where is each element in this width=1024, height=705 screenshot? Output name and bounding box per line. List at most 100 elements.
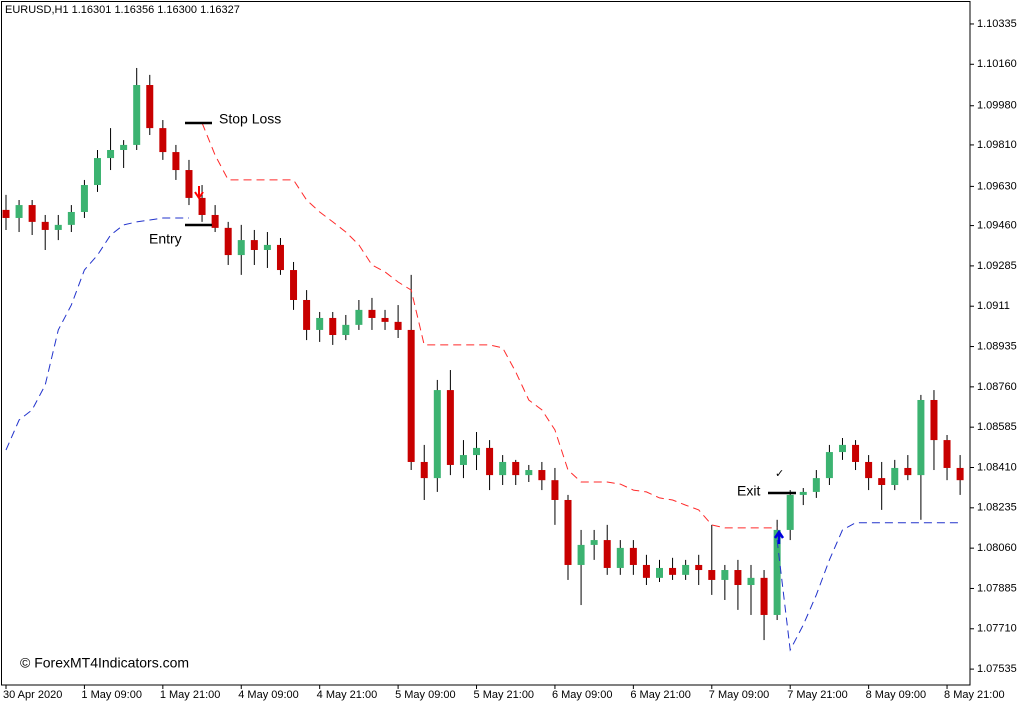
y-tick-label: 1.08060 [977,542,1017,554]
y-tick-label: 1.07885 [977,582,1017,594]
candle-body [930,399,938,441]
candle-body [459,455,467,465]
candle-body [263,244,271,250]
candle-body [342,324,350,336]
x-tick-label: 6 May 21:00 [630,689,691,701]
candle-body [564,499,572,565]
candle-body [276,244,284,271]
plot-frame [1,1,971,686]
y-tick-label: 1.08410 [977,461,1017,473]
candle-body [642,564,650,578]
candle-body [211,214,219,228]
candle-body [146,85,154,129]
candle-body [525,470,533,476]
x-tick-label: 6 May 09:00 [552,689,613,701]
candle-body [172,152,180,171]
annotation: ✓ [775,468,784,480]
candle-body [721,570,729,580]
y-tick-label: 1.08935 [977,340,1017,352]
y-tick-label: 1.10160 [977,58,1017,70]
x-tick-label: 1 May 21:00 [160,689,221,701]
candle-body [159,128,167,153]
candle-body [878,478,886,486]
candle-body [316,317,324,330]
candle-body [355,309,363,325]
candle-body [773,529,781,615]
candle-body [250,240,258,250]
candle-body [54,224,62,230]
candle-body [917,399,925,476]
candle-body [669,567,677,575]
candle-body [486,447,494,476]
stop-line [5,217,961,652]
x-tick-label: 1 May 09:00 [81,689,142,701]
candle-body [107,149,115,159]
candle-body [852,444,860,462]
candle-body [538,470,546,481]
annotation: Stop Loss [219,111,281,127]
candle-body [747,577,755,586]
candle-body [577,544,585,565]
x-tick-label: 4 May 09:00 [238,689,299,701]
candle-body [368,309,376,318]
candle-body [329,317,337,336]
x-tick-label: 4 May 21:00 [317,689,378,701]
plot-area [2,67,964,652]
candle-body [512,461,520,476]
candle-body [616,547,624,568]
candle-body [629,547,637,565]
candle-body [446,390,454,465]
watermark: © ForexMT4Indicators.com [20,655,189,671]
candle-body [943,440,951,468]
y-tick-label: 1.07710 [977,623,1017,635]
candle-body [656,567,663,578]
x-tick-label: 5 May 09:00 [395,689,456,701]
candle-body [407,329,415,462]
candle-body [695,564,703,571]
candle-body [499,461,507,476]
y-tick-label: 1.08585 [977,421,1017,433]
y-tick-label: 1.08760 [977,381,1017,393]
x-tick-label: 8 May 09:00 [866,689,927,701]
candle-body [15,205,23,218]
y-tick-label: 1.09285 [977,260,1017,272]
candle-body [760,577,768,615]
sell-arrow [194,186,204,200]
annotation: Exit [737,483,760,499]
candle-body [93,158,101,186]
y-tick-label: 1.09460 [977,219,1017,231]
candle-body [185,170,193,198]
candle-body [799,491,807,495]
candle-body [956,467,964,481]
y-tick-label: 1.09630 [977,180,1017,192]
candle-body [865,461,873,479]
candle-body [290,270,298,300]
candle-body [28,205,36,222]
y-tick-label: 1.07535 [977,663,1017,675]
annotation: Entry [149,231,182,247]
candle-body [603,540,611,568]
candle-body [734,570,742,586]
x-tick-label: 5 May 21:00 [474,689,535,701]
x-tick-label: 8 May 21:00 [944,689,1005,701]
y-tick-label: 1.0911 [977,300,1010,312]
candle-body [473,447,481,456]
y-tick-label: 1.08235 [977,502,1017,514]
candle-body [825,452,833,479]
chart-title: EURUSD,H1 1.16301 1.16356 1.16300 1.1632… [5,4,240,16]
candle-body [41,221,49,230]
candle-body [237,240,245,256]
candle-body [303,299,311,330]
stop-line [201,122,778,529]
candle-body [420,461,428,479]
candle-body [708,570,716,580]
y-tick-label: 1.10335 [977,18,1017,30]
candle-body [224,227,232,256]
candle-body [2,209,10,218]
x-tick-label: 30 Apr 2020 [3,689,62,701]
candle-body [67,211,75,225]
y-tick-label: 1.09980 [977,100,1017,112]
candle-body [198,197,206,215]
candle-body [812,478,820,492]
